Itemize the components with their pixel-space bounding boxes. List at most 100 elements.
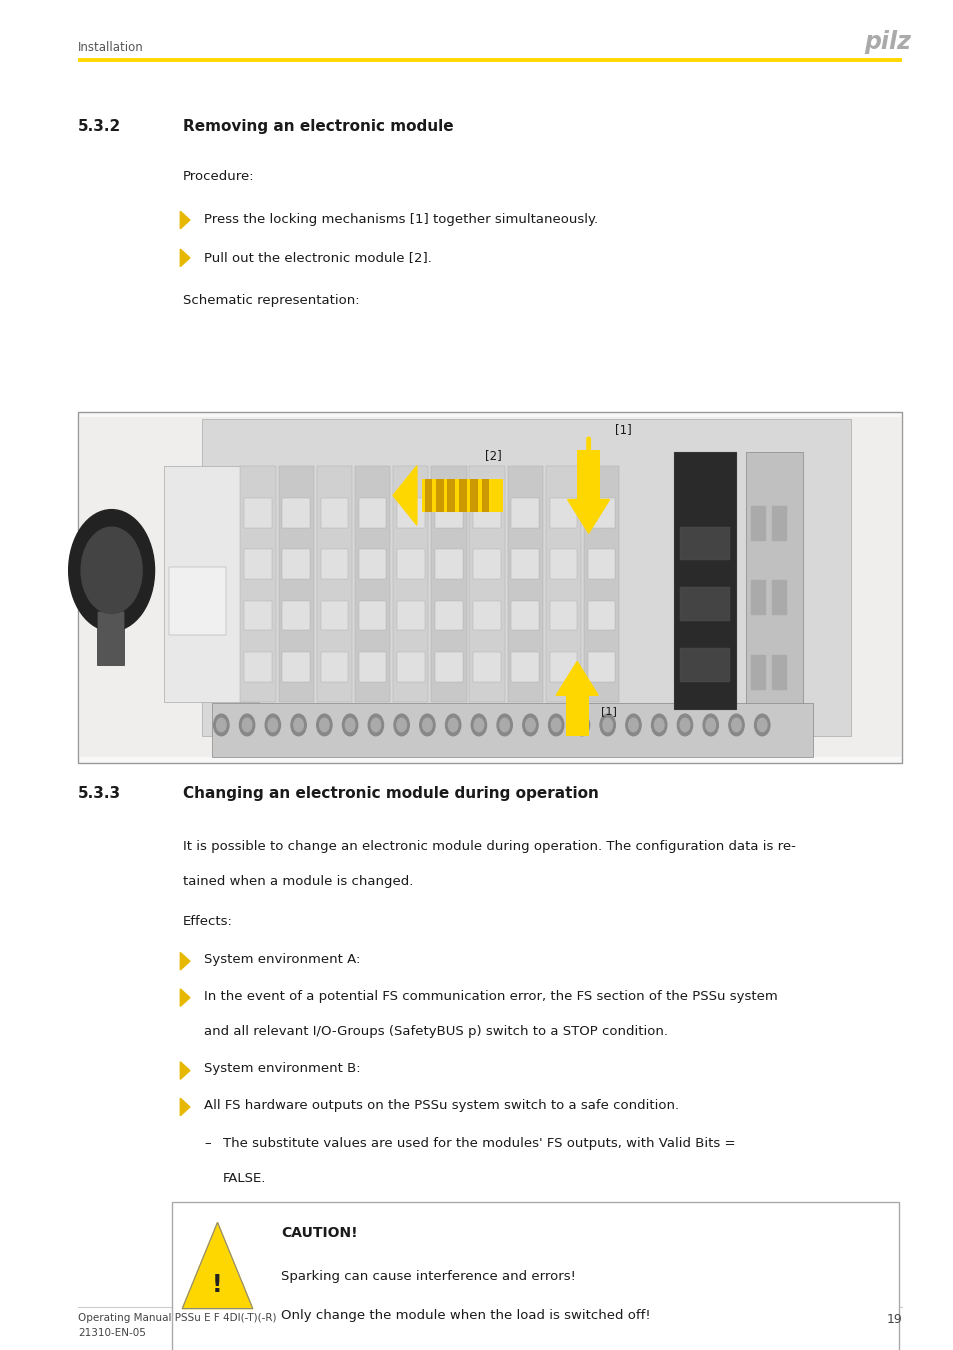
Text: It is possible to change an electronic module during operation. The configuratio: It is possible to change an electronic m… (183, 840, 795, 853)
FancyBboxPatch shape (511, 652, 538, 682)
Text: Only change the module when the load is switched off!: Only change the module when the load is … (281, 1310, 650, 1323)
Circle shape (728, 714, 743, 736)
Text: Changing an electronic module during operation: Changing an electronic module during ope… (183, 786, 598, 801)
FancyBboxPatch shape (511, 601, 538, 630)
FancyBboxPatch shape (212, 703, 812, 757)
FancyBboxPatch shape (473, 601, 500, 630)
Circle shape (679, 718, 689, 732)
FancyBboxPatch shape (679, 587, 729, 621)
FancyBboxPatch shape (435, 652, 462, 682)
Circle shape (291, 714, 306, 736)
FancyBboxPatch shape (244, 549, 272, 579)
Circle shape (754, 714, 769, 736)
Circle shape (651, 714, 666, 736)
Circle shape (525, 718, 535, 732)
Text: Installation: Installation (78, 40, 144, 54)
FancyBboxPatch shape (164, 466, 259, 702)
Polygon shape (180, 1099, 190, 1116)
FancyBboxPatch shape (172, 1202, 898, 1350)
Circle shape (551, 718, 560, 732)
FancyBboxPatch shape (393, 466, 428, 702)
Text: In the event of a potential FS communication error, the FS section of the PSSu s: In the event of a potential FS communica… (204, 990, 777, 1003)
Text: –: – (204, 1137, 211, 1150)
Text: Procedure:: Procedure: (183, 170, 254, 184)
Circle shape (574, 714, 589, 736)
FancyBboxPatch shape (679, 648, 729, 682)
FancyBboxPatch shape (396, 652, 424, 682)
Polygon shape (750, 655, 764, 688)
Circle shape (471, 714, 486, 736)
Circle shape (757, 718, 766, 732)
Text: All FS hardware outputs on the PSSu system switch to a safe condition.: All FS hardware outputs on the PSSu syst… (204, 1099, 679, 1112)
FancyBboxPatch shape (320, 549, 348, 579)
Text: tained when a module is changed.: tained when a module is changed. (183, 875, 413, 888)
FancyBboxPatch shape (431, 466, 466, 702)
Polygon shape (180, 990, 190, 1007)
FancyBboxPatch shape (511, 549, 538, 579)
Circle shape (731, 718, 740, 732)
FancyBboxPatch shape (458, 479, 466, 512)
FancyBboxPatch shape (549, 498, 577, 528)
Circle shape (497, 714, 512, 736)
FancyBboxPatch shape (549, 652, 577, 682)
FancyBboxPatch shape (745, 452, 802, 709)
FancyBboxPatch shape (396, 549, 424, 579)
FancyBboxPatch shape (473, 549, 500, 579)
FancyBboxPatch shape (583, 466, 618, 702)
FancyBboxPatch shape (320, 601, 348, 630)
Circle shape (294, 718, 303, 732)
Circle shape (342, 714, 357, 736)
FancyBboxPatch shape (507, 466, 542, 702)
Circle shape (265, 714, 280, 736)
Circle shape (702, 714, 718, 736)
Polygon shape (393, 466, 416, 525)
Polygon shape (180, 953, 190, 971)
Text: !: ! (212, 1273, 223, 1296)
Circle shape (677, 714, 692, 736)
Text: Effects:: Effects: (183, 915, 233, 929)
FancyBboxPatch shape (545, 466, 580, 702)
Circle shape (394, 714, 409, 736)
Text: [1]: [1] (615, 423, 632, 436)
FancyBboxPatch shape (435, 549, 462, 579)
Circle shape (577, 718, 586, 732)
Polygon shape (556, 662, 598, 695)
FancyBboxPatch shape (473, 652, 500, 682)
Circle shape (705, 718, 715, 732)
FancyBboxPatch shape (587, 549, 615, 579)
FancyBboxPatch shape (244, 652, 272, 682)
Circle shape (368, 714, 383, 736)
FancyBboxPatch shape (396, 601, 424, 630)
Text: 19: 19 (885, 1312, 902, 1326)
Circle shape (625, 714, 640, 736)
FancyBboxPatch shape (282, 652, 310, 682)
FancyBboxPatch shape (481, 479, 489, 512)
FancyBboxPatch shape (240, 466, 275, 702)
Circle shape (81, 526, 142, 613)
Text: Sparking can cause interference and errors!: Sparking can cause interference and erro… (281, 1270, 576, 1284)
Text: FALSE.: FALSE. (223, 1172, 266, 1185)
FancyBboxPatch shape (421, 479, 502, 512)
FancyBboxPatch shape (282, 498, 310, 528)
Text: Schematic representation:: Schematic representation: (183, 294, 359, 308)
FancyBboxPatch shape (424, 479, 432, 512)
Circle shape (602, 718, 612, 732)
Circle shape (599, 714, 615, 736)
Text: [1]: [1] (600, 706, 617, 717)
FancyBboxPatch shape (358, 549, 386, 579)
Text: 5.3.3: 5.3.3 (78, 786, 121, 801)
Polygon shape (771, 506, 785, 540)
Text: Press the locking mechanisms [1] together simultaneously.: Press the locking mechanisms [1] togethe… (204, 213, 598, 227)
Circle shape (242, 718, 252, 732)
FancyBboxPatch shape (355, 466, 390, 702)
Circle shape (474, 718, 483, 732)
FancyBboxPatch shape (511, 498, 538, 528)
FancyBboxPatch shape (587, 652, 615, 682)
FancyBboxPatch shape (577, 450, 599, 513)
Polygon shape (182, 1223, 253, 1308)
FancyBboxPatch shape (674, 452, 736, 709)
FancyBboxPatch shape (80, 417, 900, 757)
Polygon shape (180, 1062, 190, 1080)
Circle shape (499, 718, 509, 732)
FancyBboxPatch shape (244, 498, 272, 528)
